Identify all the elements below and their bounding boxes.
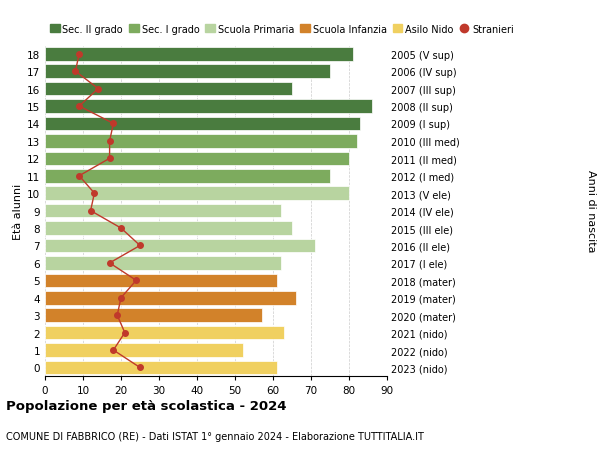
Bar	[45, 118, 361, 131]
Bar	[45, 152, 349, 166]
Bar	[45, 204, 281, 218]
Bar	[45, 83, 292, 96]
Text: Anni di nascita: Anni di nascita	[586, 170, 596, 252]
Text: COMUNE DI FABBRICO (RE) - Dati ISTAT 1° gennaio 2024 - Elaborazione TUTTITALIA.I: COMUNE DI FABBRICO (RE) - Dati ISTAT 1° …	[6, 431, 424, 442]
Bar	[45, 135, 356, 148]
Bar	[45, 65, 330, 79]
Bar	[45, 361, 277, 375]
Bar	[45, 291, 296, 305]
Bar	[45, 309, 262, 322]
Bar	[45, 222, 292, 235]
Y-axis label: Età alunni: Età alunni	[13, 183, 23, 239]
Bar	[45, 187, 349, 201]
Bar	[45, 169, 330, 183]
Text: Popolazione per età scolastica - 2024: Popolazione per età scolastica - 2024	[6, 399, 287, 412]
Bar	[45, 274, 277, 287]
Bar	[45, 48, 353, 62]
Bar	[45, 343, 242, 357]
Legend: Sec. II grado, Sec. I grado, Scuola Primaria, Scuola Infanzia, Asilo Nido, Stran: Sec. II grado, Sec. I grado, Scuola Prim…	[50, 24, 514, 34]
Bar	[45, 239, 315, 253]
Bar	[45, 326, 284, 340]
Bar	[45, 100, 372, 113]
Bar	[45, 257, 281, 270]
